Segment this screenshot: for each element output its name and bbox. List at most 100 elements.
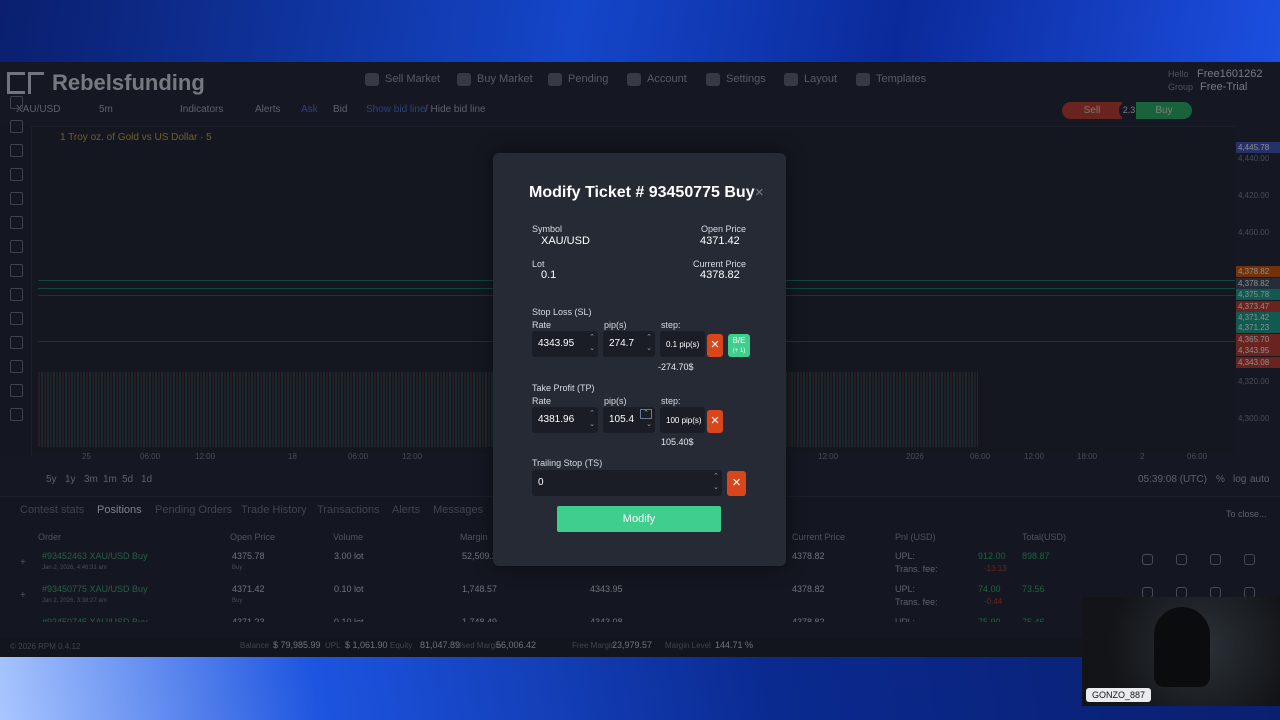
sl-step-label: step: xyxy=(661,320,681,330)
drawing-tool[interactable] xyxy=(10,216,23,229)
drawing-tool[interactable] xyxy=(10,144,23,157)
scale-option[interactable]: % xyxy=(1216,474,1225,485)
range-button[interactable]: 1d xyxy=(141,474,153,485)
drawing-tool[interactable] xyxy=(10,120,23,133)
ts-title: Trailing Stop (TS) xyxy=(532,458,603,468)
tp-pips: 105.4 xyxy=(609,414,635,425)
symbol-label: Symbol xyxy=(532,224,563,234)
nav-item[interactable]: Templates xyxy=(876,73,927,85)
drawing-tool[interactable] xyxy=(10,264,23,277)
drawing-tool[interactable] xyxy=(10,192,23,205)
sl-rate-input[interactable]: 4343.95 ⌃ ⌄ xyxy=(532,331,598,357)
margin: 52,509.36 xyxy=(462,551,503,561)
spin-up[interactable]: ⌃ xyxy=(589,410,595,417)
panel-tab[interactable]: Alerts xyxy=(392,504,421,516)
panel-tab[interactable]: Transactions xyxy=(317,504,380,516)
panel-tab[interactable]: Pending Orders xyxy=(155,504,233,516)
sl-pips-input[interactable]: 274.7 ⌃ ⌄ xyxy=(603,331,655,357)
spin-down[interactable]: ⌄ xyxy=(646,345,652,352)
drawing-tool[interactable] xyxy=(10,312,23,325)
brand: Rebelsfunding xyxy=(52,70,205,95)
nav-icon xyxy=(548,73,562,86)
nav-item[interactable]: Sell Market xyxy=(385,73,441,85)
interval[interactable]: 5m xyxy=(99,104,113,115)
drawing-tool[interactable] xyxy=(10,96,23,109)
panel-tab[interactable]: Positions xyxy=(97,504,142,516)
tp-step-label: step: xyxy=(661,396,681,406)
symbol: XAU/USD xyxy=(541,235,590,247)
scale-option[interactable]: auto xyxy=(1250,474,1270,485)
drawing-tool[interactable] xyxy=(10,336,23,349)
buy-button[interactable]: Buy xyxy=(1136,102,1192,119)
sl-clear-button[interactable]: × xyxy=(707,334,723,357)
range-button[interactable]: 5y xyxy=(46,474,57,485)
panel-tab[interactable]: Trade History xyxy=(241,504,307,516)
view-action[interactable] xyxy=(1142,554,1153,565)
close-button[interactable]: × xyxy=(755,184,764,201)
price-label: 4,373.47 xyxy=(1236,301,1280,312)
break-even-button[interactable]: B/E (+ 1) xyxy=(728,334,750,357)
nav-item[interactable]: Pending xyxy=(568,73,609,85)
logo-icon xyxy=(7,72,25,94)
alerts[interactable]: Alerts xyxy=(255,104,281,115)
tp-pips-input[interactable]: 105.4 ⌃ ⌄ xyxy=(603,407,655,433)
symbol[interactable]: XAU/USD xyxy=(16,104,61,115)
sell-button[interactable]: Sell xyxy=(1062,102,1122,119)
range-button[interactable]: 5d xyxy=(122,474,134,485)
spin-up[interactable]: ⌃ xyxy=(589,334,595,341)
order-date: Jan 2, 2026, 3:38:27 am xyxy=(42,598,107,604)
show-bid-line[interactable]: Show bid line xyxy=(366,104,426,115)
spin-down[interactable]: ⌄ xyxy=(646,421,652,428)
tp-step-input[interactable]: 100 pip(s) xyxy=(660,407,705,433)
tp-rate-input[interactable]: 4381.96 ⌃ ⌄ xyxy=(532,407,598,433)
spin-down[interactable]: ⌄ xyxy=(713,484,719,491)
spin-up[interactable]: ⌃ xyxy=(713,473,719,480)
order-side: Buy xyxy=(232,565,243,571)
order[interactable]: #93452463 XAU/USD Buy xyxy=(42,551,148,561)
range-button[interactable]: 1m xyxy=(103,474,117,485)
close-action[interactable] xyxy=(1244,554,1255,565)
spin-up[interactable]: ⌃ xyxy=(640,409,652,419)
drawing-tool[interactable] xyxy=(10,384,23,397)
nav-item[interactable]: Buy Market xyxy=(477,73,533,85)
spin-down[interactable]: ⌄ xyxy=(589,345,595,352)
nav-item[interactable]: Layout xyxy=(804,73,838,85)
drawing-tool[interactable] xyxy=(10,408,23,421)
ts-clear-button[interactable]: × xyxy=(727,471,746,496)
indicators[interactable]: Indicators xyxy=(180,104,224,115)
range-button[interactable]: 3m xyxy=(84,474,98,485)
open-price: 4371.42 xyxy=(232,584,265,594)
time-label: 18 xyxy=(288,452,297,461)
chart-action[interactable] xyxy=(1210,554,1221,565)
status-value: 144.71 % xyxy=(715,640,754,650)
row-expand[interactable]: + xyxy=(20,590,26,601)
status-value: 23,979.57 xyxy=(612,640,653,650)
time-label: 06:00 xyxy=(970,452,991,461)
nav-item[interactable]: Account xyxy=(647,73,687,85)
spin-down[interactable]: ⌄ xyxy=(589,421,595,428)
order[interactable]: #93450775 XAU/USD Buy xyxy=(42,584,148,594)
spin-up[interactable]: ⌃ xyxy=(646,334,652,341)
row-expand[interactable]: + xyxy=(20,557,26,568)
time-label: 06:00 xyxy=(348,452,369,461)
drawing-tool[interactable] xyxy=(10,240,23,253)
scale-option[interactable]: log xyxy=(1233,474,1247,485)
panel-tab[interactable]: Messages xyxy=(433,504,484,516)
column-header: Current Price xyxy=(792,532,846,542)
drawing-tool[interactable] xyxy=(10,168,23,181)
tp-clear-button[interactable]: × xyxy=(707,410,723,433)
edit-action[interactable] xyxy=(1176,554,1187,565)
range-button[interactable]: 1y xyxy=(65,474,76,485)
sl-step-input[interactable]: 0.1 pip(s) xyxy=(660,331,705,357)
nav-item[interactable]: Settings xyxy=(726,73,766,85)
ask[interactable]: Ask xyxy=(301,104,318,115)
panel-tab[interactable]: Contest stats xyxy=(20,504,85,516)
time-label: 12:00 xyxy=(195,452,216,461)
modify-button[interactable]: Modify xyxy=(557,506,721,532)
drawing-tool[interactable] xyxy=(10,288,23,301)
upl: 74.00 xyxy=(978,584,1001,594)
bid[interactable]: Bid xyxy=(333,104,348,115)
hide-bid-line[interactable]: / Hide bid line xyxy=(425,104,486,115)
ts-input[interactable]: 0 ⌃ ⌄ xyxy=(532,470,722,496)
drawing-tool[interactable] xyxy=(10,360,23,373)
